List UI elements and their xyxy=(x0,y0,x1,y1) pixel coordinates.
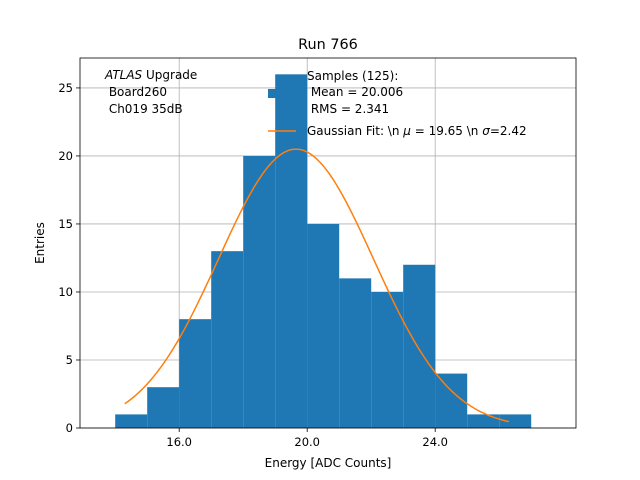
histogram-bar-11 xyxy=(467,414,500,428)
legend-fit-post: =2.42 xyxy=(490,124,527,138)
x-axis-label: Energy [ADC Counts] xyxy=(265,456,392,470)
y-tick-label-2: 10 xyxy=(58,285,73,299)
legend-samples-line3: RMS = 2.341 xyxy=(307,102,389,116)
annotation-board: Board260 xyxy=(105,85,167,99)
histogram-bar-7 xyxy=(339,278,372,428)
histogram-bar-12 xyxy=(499,414,532,428)
chart-title: Run 766 xyxy=(298,37,358,53)
gaussian-fit-curve xyxy=(124,148,509,423)
x-tick-label-1: 20.0 xyxy=(294,435,320,449)
legend-fit-text: Gaussian Fit: \n μ = 19.65 \n σ=2.42 xyxy=(307,124,527,138)
legend-fit-sigma: σ xyxy=(482,124,490,138)
y-tick-label-4: 20 xyxy=(58,149,73,163)
legend-fit-mid: = 19.65 \n xyxy=(411,124,482,138)
svg-text:ATLAS Upgrade: ATLAS Upgrade xyxy=(104,68,197,82)
histogram-bar-1 xyxy=(147,387,180,428)
atlas-annotation: ATLAS Upgrade Board260 Ch019 35dB xyxy=(104,68,197,116)
histogram-bars xyxy=(115,74,532,429)
x-tick-label-0: 16.0 xyxy=(166,435,192,449)
axes-frame xyxy=(79,57,577,429)
legend-samples-line1: Samples (125): xyxy=(307,69,398,83)
legend-samples-swatch xyxy=(268,89,296,98)
histogram-bar-5 xyxy=(275,74,308,428)
atlas-italic: ATLAS xyxy=(104,68,143,82)
atlas-upgrade: Upgrade xyxy=(142,68,197,82)
y-tick-label-5: 25 xyxy=(58,81,73,95)
histogram-bar-3 xyxy=(211,251,244,428)
y-axis-label: Entries xyxy=(33,222,47,264)
x-tick-label-2: 24.0 xyxy=(422,435,448,449)
y-tick-label-3: 15 xyxy=(58,217,73,231)
legend-fit-mu: μ xyxy=(402,124,411,138)
histogram-bar-4 xyxy=(243,155,276,429)
y-tick-label-1: 5 xyxy=(66,353,73,367)
legend: Samples (125): Mean = 20.006 RMS = 2.341… xyxy=(268,69,527,138)
y-tick-label-0: 0 xyxy=(66,421,73,435)
histogram-bar-6 xyxy=(307,223,340,428)
histogram-bar-2 xyxy=(179,319,212,428)
histogram-bar-8 xyxy=(371,291,404,428)
histogram-bar-0 xyxy=(115,414,148,428)
gaussian-fit xyxy=(124,148,509,423)
axis-ticks: 16.0 20.0 24.0 0 5 10 15 20 25 xyxy=(58,81,448,449)
histogram-bar-9 xyxy=(403,264,436,428)
legend-samples-line2: Mean = 20.006 xyxy=(307,85,403,99)
legend-fit-pre: Gaussian Fit: \n xyxy=(307,124,403,138)
annotation-channel: Ch019 35dB xyxy=(105,102,183,116)
